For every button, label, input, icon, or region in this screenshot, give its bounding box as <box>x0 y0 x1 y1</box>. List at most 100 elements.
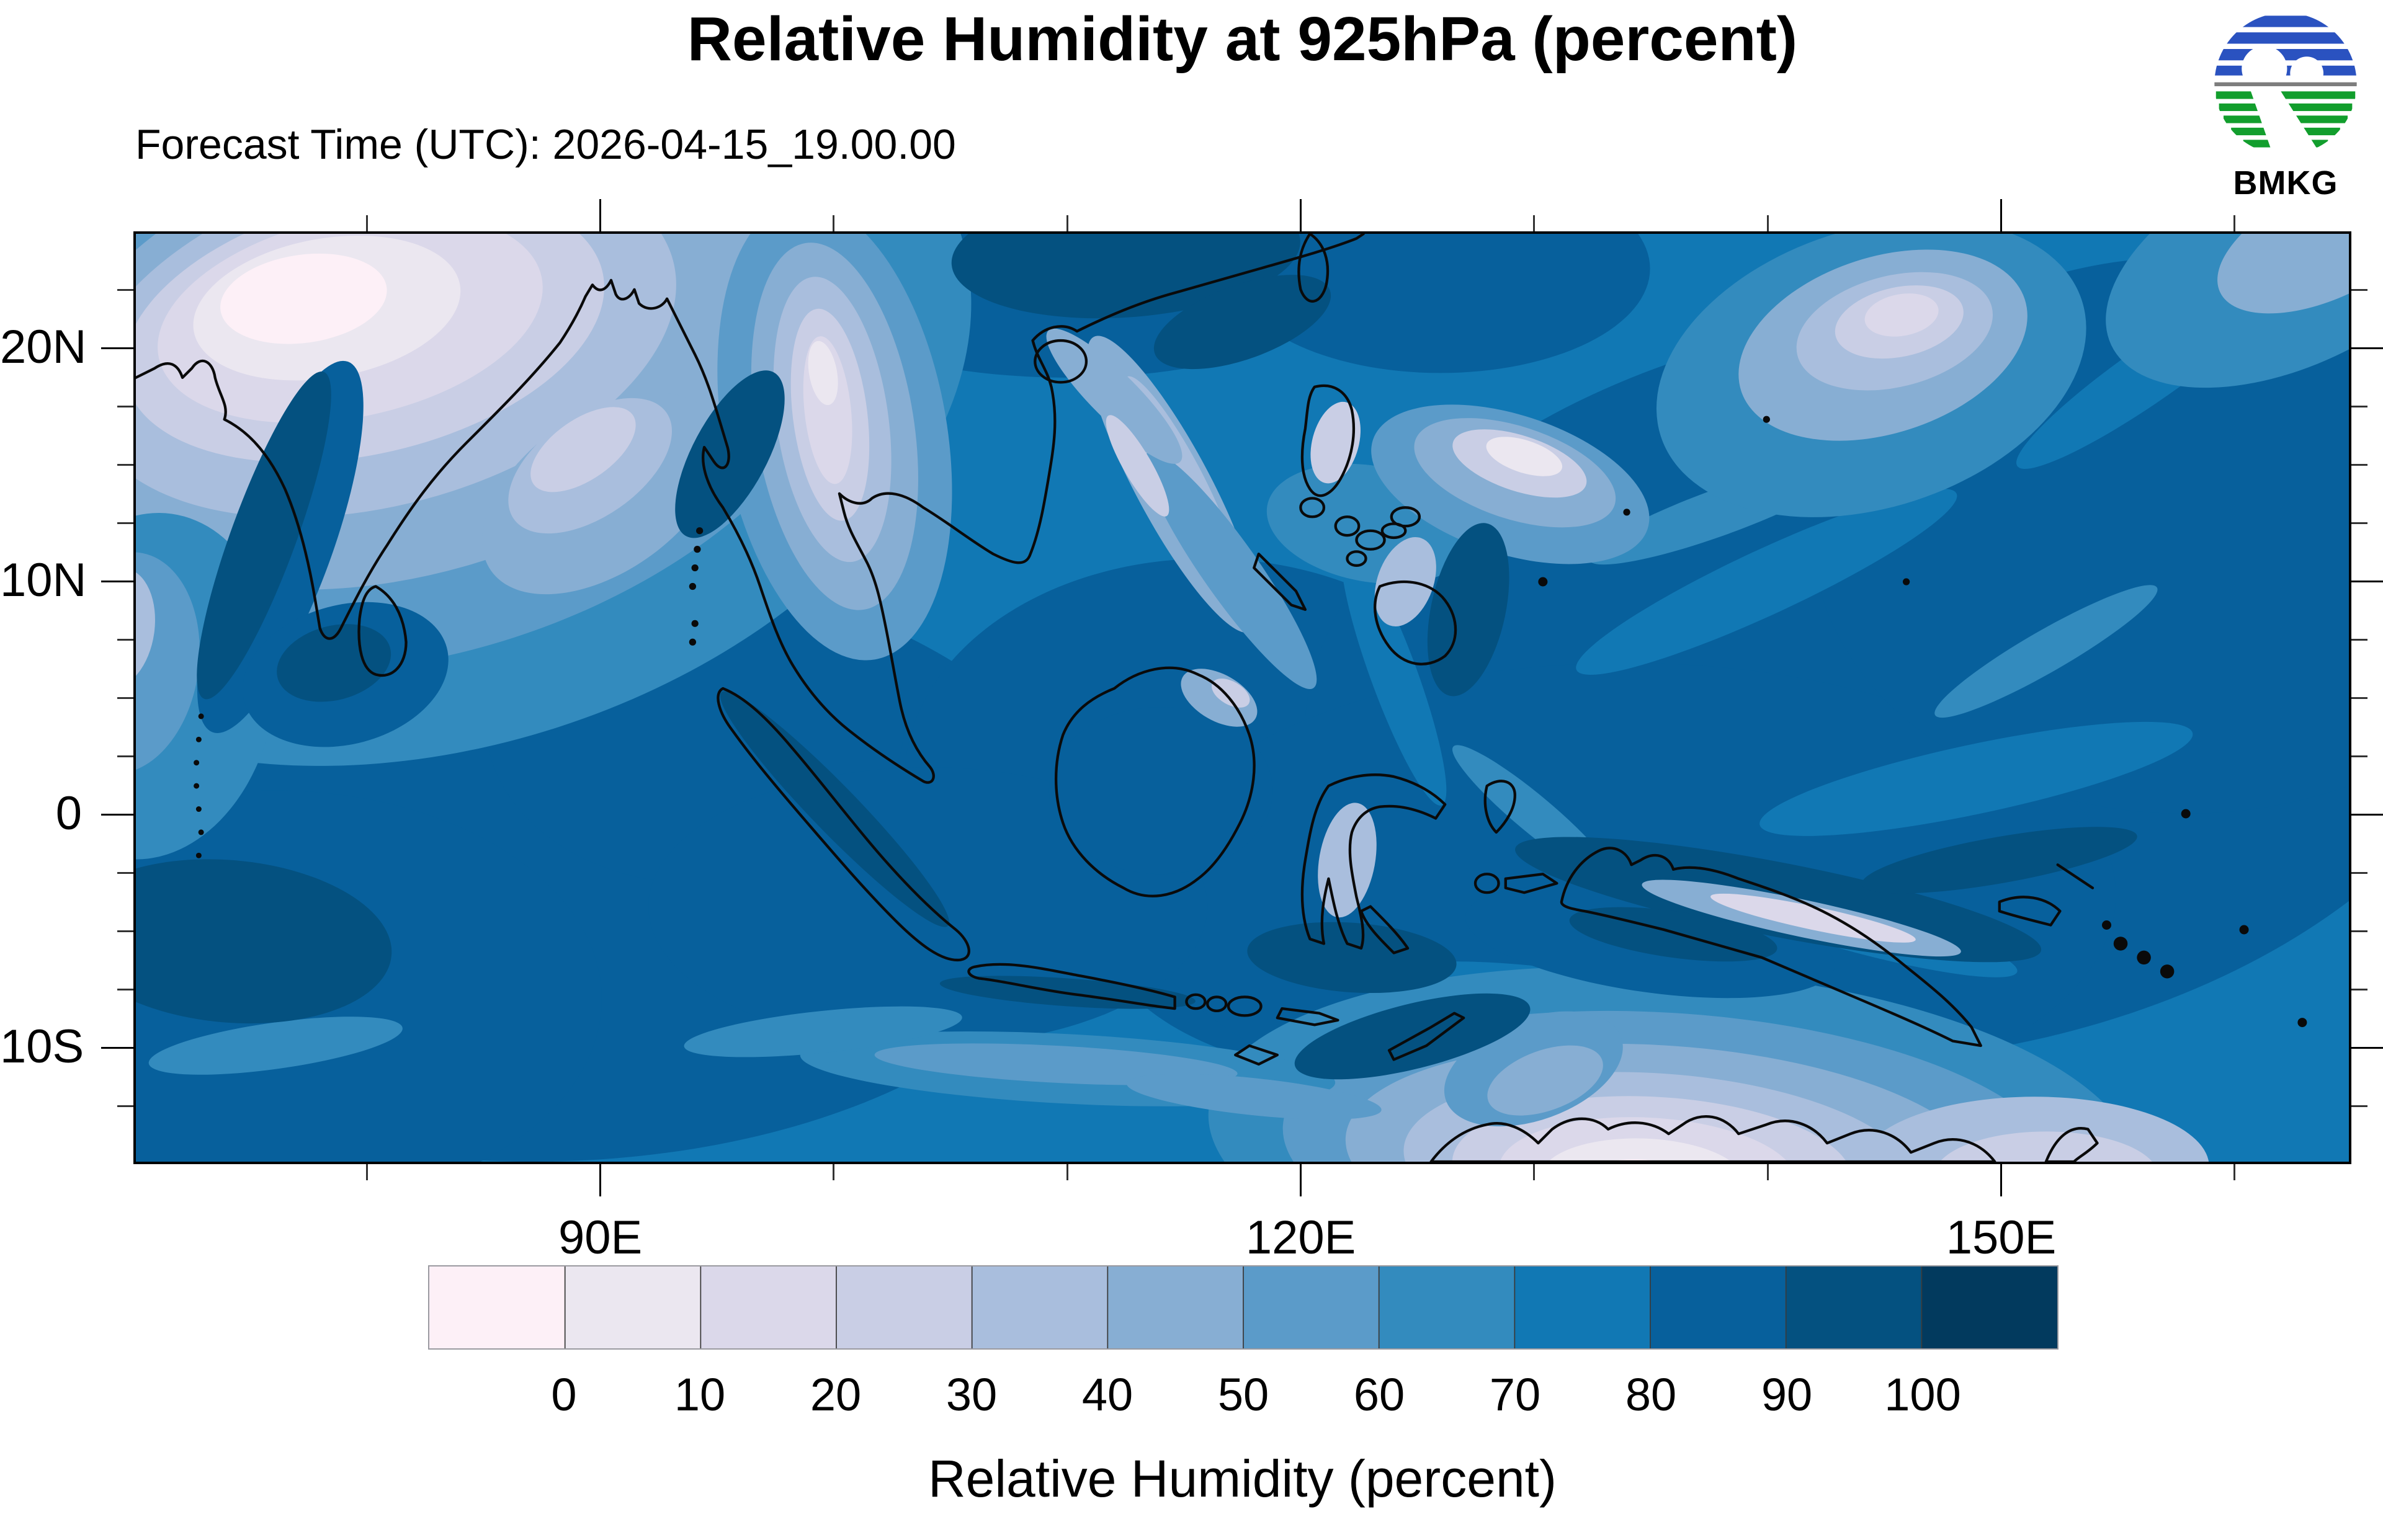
coastline-halmahera <box>1483 780 1516 834</box>
colorbar-swatch-3 <box>836 1266 972 1348</box>
axis-tick <box>2233 215 2236 231</box>
colorbar-swatch-4 <box>972 1266 1108 1348</box>
axis-tick <box>1533 1164 1536 1180</box>
coastline-bali <box>1185 993 1207 1010</box>
coastline-luzon <box>1300 384 1356 497</box>
axis-tick <box>2351 522 2367 524</box>
axis-tick <box>117 522 133 524</box>
colorbar-tick-label-100: 100 <box>1884 1369 1961 1420</box>
coastline-sulawesi <box>1300 773 1447 955</box>
coastline-lombok <box>1206 995 1228 1013</box>
axis-tick <box>117 1105 133 1107</box>
axis-tick <box>101 813 133 816</box>
colorbar-title: Relative Humidity (percent) <box>928 1449 1557 1508</box>
colorbar-swatch-6 <box>1243 1266 1379 1348</box>
axis-tick <box>365 1164 368 1180</box>
colorbar-swatches <box>429 1266 2057 1348</box>
axis-tick <box>2351 580 2383 582</box>
dry-swirl-east-philippines <box>1371 404 1650 564</box>
lat-label-0: 0 <box>55 786 82 840</box>
axis-tick <box>117 463 133 466</box>
axis-tick <box>2233 1164 2236 1180</box>
bmkg-logo: BMKG <box>2206 11 2365 202</box>
light-streaks-south-of-java <box>684 1006 1382 1119</box>
axis-tick <box>117 405 133 407</box>
axis-tick <box>2351 871 2367 874</box>
axis-tick <box>833 1164 835 1180</box>
coastline-mindanao <box>1374 580 1457 665</box>
coastline-samar <box>1390 506 1421 528</box>
coastline-visayas-3 <box>1380 522 1407 540</box>
coastline-sumba <box>1234 1044 1279 1066</box>
axis-tick <box>599 1164 602 1196</box>
colorbar-tick-label-10: 10 <box>674 1369 726 1420</box>
colorbar-tick-label-70: 70 <box>1489 1369 1541 1420</box>
lon-label-90E: 90E <box>558 1211 643 1264</box>
humidity-map <box>136 234 2349 1162</box>
axis-tick <box>117 288 133 291</box>
lat-label-10N: 10N <box>0 553 87 607</box>
axis-tick <box>101 1046 133 1049</box>
dry-band-indochina <box>717 234 952 661</box>
colorbar-tick-label-50: 50 <box>1217 1369 1269 1420</box>
colorbar-swatch-1 <box>565 1266 701 1348</box>
colorbar-swatch-9 <box>1650 1266 1786 1348</box>
coastline-sri-lanka <box>357 585 408 677</box>
axis-tick <box>2351 1046 2383 1049</box>
coastline-visayas-1 <box>1334 515 1361 537</box>
axis-tick <box>833 215 835 231</box>
axis-tick <box>2000 199 2003 231</box>
colorbar-swatch-7 <box>1379 1266 1515 1348</box>
coastline-buru <box>1473 873 1500 894</box>
axis-tick <box>2000 1164 2003 1196</box>
coastline-seram <box>1504 873 1558 894</box>
lat-label-10S: 10S <box>0 1020 84 1073</box>
coastline-borneo <box>1055 666 1256 897</box>
axis-tick <box>1066 215 1068 231</box>
coastline-new-britain <box>1998 896 2062 927</box>
axis-tick <box>2351 347 2383 349</box>
axis-tick <box>1300 1164 1302 1196</box>
axis-tick <box>2351 930 2367 932</box>
axis-tick <box>101 580 133 582</box>
colorbar-tick-label-80: 80 <box>1625 1369 1677 1420</box>
axis-tick <box>117 755 133 757</box>
coastline-hainan <box>1034 339 1088 384</box>
colorbar-tick-label-60: 60 <box>1353 1369 1405 1420</box>
axis-tick <box>1300 199 1302 231</box>
colorbar-tick-label-30: 30 <box>946 1369 998 1420</box>
axis-tick <box>2351 755 2367 757</box>
coastlines <box>136 234 2307 1162</box>
axis-tick <box>2351 638 2367 641</box>
axis-tick <box>117 638 133 641</box>
axis-tick <box>101 347 133 349</box>
colorbar-tick-label-20: 20 <box>810 1369 862 1420</box>
lon-label-150E: 150E <box>1946 1211 2057 1264</box>
island-dots <box>194 416 2307 1028</box>
axis-tick <box>2351 463 2367 466</box>
coastline-new-guinea <box>1560 847 1982 1048</box>
colorbar-swatch-8 <box>1514 1266 1650 1348</box>
dry-tongue-bay-of-bengal <box>482 393 722 595</box>
colorbar-tick-label-90: 90 <box>1761 1369 1813 1420</box>
colorbar-swatch-0 <box>429 1266 565 1348</box>
axis-tick <box>117 697 133 699</box>
axis-tick <box>2351 813 2383 816</box>
coastline-flores <box>1276 1007 1339 1026</box>
colorbar <box>428 1265 2059 1350</box>
axis-tick <box>599 199 602 231</box>
lat-label-20N: 20N <box>0 320 87 373</box>
axis-tick <box>2351 288 2367 291</box>
lon-label-120E: 120E <box>1245 1211 1356 1264</box>
axis-tick <box>1533 215 1536 231</box>
coastline-australia <box>1429 1115 1996 1162</box>
axis-tick <box>117 988 133 990</box>
map-panel <box>133 231 2351 1164</box>
bmkg-logo-text: BMKG <box>2233 164 2338 202</box>
coastline-visayas-2 <box>1355 529 1386 551</box>
axis-tick <box>1766 215 1769 231</box>
axis-tick <box>117 871 133 874</box>
coastline-mindoro <box>1299 497 1326 519</box>
forecast-time-label: Forecast Time (UTC): 2026-04-15_19.00.00 <box>135 121 956 168</box>
